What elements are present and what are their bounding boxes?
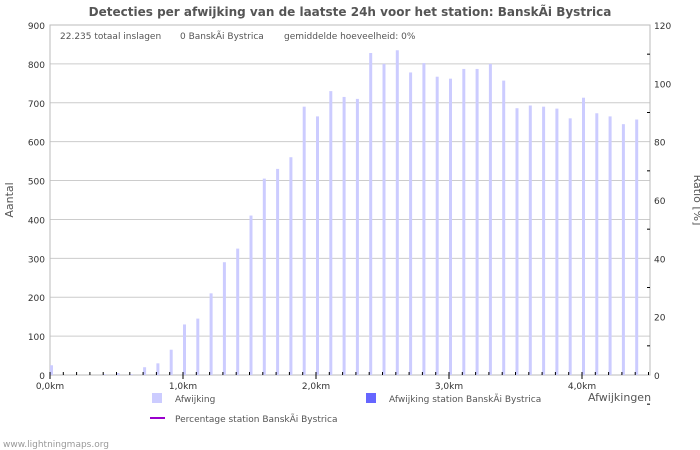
- bar-afwijking: [289, 157, 293, 375]
- bar-afwijking: [488, 63, 492, 376]
- x-axis-label: Afwijkingen: [588, 391, 651, 404]
- bar-afwijking: [169, 349, 173, 375]
- bar-afwijking: [143, 367, 147, 375]
- y2-axis-label: Ratio [%]: [691, 175, 700, 226]
- bar-afwijking: [502, 80, 506, 375]
- x-tick-label: 0,0km: [36, 382, 64, 392]
- bar-afwijking: [515, 108, 519, 375]
- bar-afwijking: [129, 374, 133, 375]
- y-tick-label: 0: [39, 372, 45, 382]
- info-average: gemiddelde hoeveelheid: 0%: [284, 32, 416, 42]
- y-tick-label: 500: [28, 178, 45, 188]
- y-tick-label: 900: [28, 22, 45, 32]
- bar-afwijking: [355, 98, 359, 375]
- bar-afwijking: [222, 262, 226, 375]
- bar-afwijking: [449, 78, 452, 376]
- bar-afwijking: [316, 116, 319, 375]
- y2-tick-label: 80: [654, 139, 666, 149]
- y-tick-label: 100: [28, 333, 45, 343]
- bar-afwijking: [262, 178, 266, 375]
- y-tick-label: 300: [28, 255, 45, 265]
- info-station: 0 BanskÃi Bystrica: [180, 31, 264, 42]
- bar-afwijking: [276, 168, 280, 375]
- footer-link[interactable]: www.lightningmaps.org: [3, 440, 109, 450]
- bar-afwijking: [329, 91, 333, 375]
- plot-frame: [49, 24, 651, 376]
- y2-tick-label: 60: [654, 197, 666, 207]
- bar-afwijking: [475, 68, 479, 375]
- bar-afwijking: [302, 106, 306, 376]
- y2-tick-label: 40: [654, 255, 666, 265]
- bar-afwijking: [595, 113, 599, 376]
- bar-afwijking: [555, 108, 559, 375]
- chart-title: Detecties per afwijking van de laatste 2…: [89, 4, 612, 19]
- x-tick-label: 4,0km: [568, 382, 596, 392]
- y-axis-label: Aantal: [3, 182, 16, 217]
- bar-afwijking: [395, 50, 399, 376]
- y-tick-label: 700: [28, 100, 45, 110]
- bar-afwijking: [342, 96, 346, 375]
- bar-afwijking: [462, 68, 466, 375]
- y2-tick-label: 120: [654, 22, 671, 32]
- bar-afwijking: [196, 318, 200, 375]
- info-total: 22.235 totaal inslagen: [60, 32, 161, 42]
- bar-afwijking: [369, 53, 373, 375]
- bar-afwijking: [183, 324, 186, 375]
- bar-afwijking: [249, 215, 253, 375]
- legend-swatch-afwijking: [152, 393, 162, 403]
- bar-afwijking: [422, 63, 426, 375]
- bar-afwijking: [209, 293, 213, 375]
- bar-afwijking: [103, 374, 107, 375]
- bar-afwijking: [542, 106, 546, 376]
- bar-afwijking: [435, 76, 439, 375]
- legend-station: Afwijking station BanskÃi Bystrica: [389, 394, 541, 405]
- bar-afwijking: [116, 373, 120, 375]
- bar-afwijking: [582, 97, 585, 375]
- bar-afwijking: [50, 365, 53, 375]
- legend-afwijking: Afwijking: [175, 395, 215, 405]
- y2-tick-label: 0: [654, 372, 660, 382]
- y-tick-label: 800: [28, 61, 45, 71]
- y2-tick-label: 20: [654, 314, 666, 324]
- bar-afwijking: [236, 248, 240, 375]
- bar-afwijking: [635, 119, 639, 375]
- bar-afwijking: [156, 363, 160, 375]
- x-tick-label: 1,0km: [169, 382, 197, 392]
- bar-afwijking: [621, 124, 625, 376]
- y-tick-label: 400: [28, 216, 45, 226]
- y2-tick-label: 100: [654, 80, 671, 90]
- bar-afwijking: [382, 63, 386, 376]
- x-tick-label: 2,0km: [302, 382, 330, 392]
- legend-percentage: Percentage station BanskÃi Bystrica: [175, 414, 338, 425]
- y-tick-label: 600: [28, 139, 45, 149]
- bar-afwijking: [409, 72, 413, 375]
- bar-afwijking: [528, 105, 532, 375]
- legend-swatch-station: [366, 393, 376, 403]
- bar-afwijking: [568, 118, 572, 375]
- x-tick-label: 3,0km: [435, 382, 463, 392]
- bar-afwijking: [608, 116, 612, 375]
- y-tick-label: 200: [28, 294, 45, 304]
